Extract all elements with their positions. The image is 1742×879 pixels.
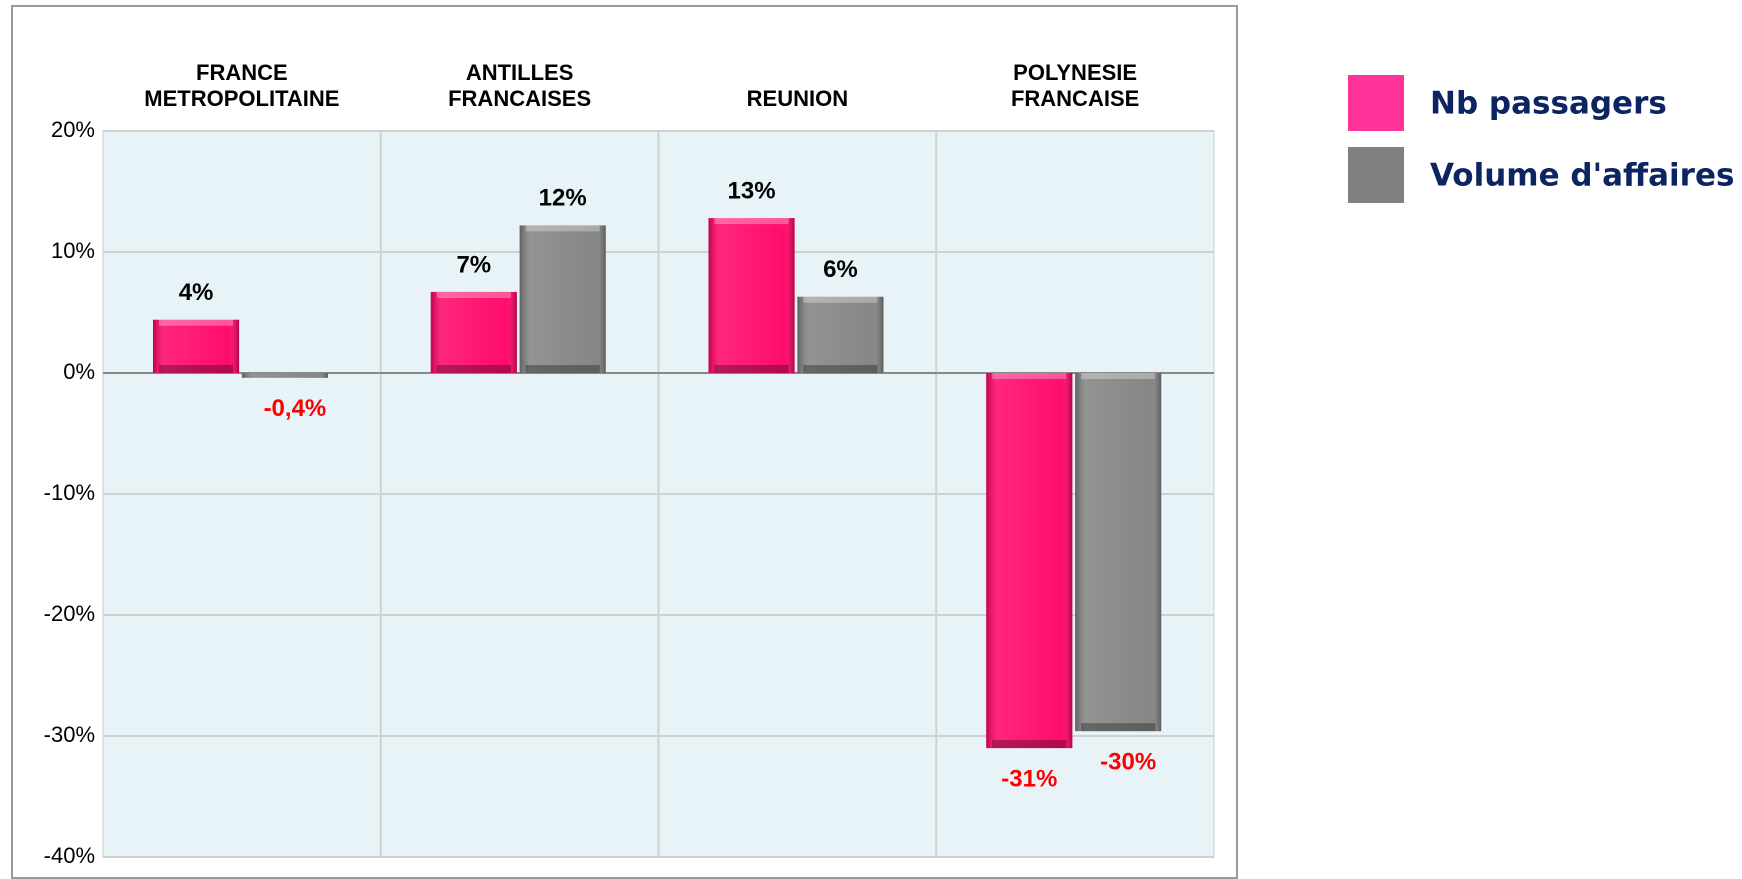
- bar-bottom-bevel: [436, 365, 511, 373]
- bar: [430, 291, 517, 373]
- value-label: -0,4%: [264, 395, 327, 422]
- bar: [1075, 373, 1162, 732]
- bar-top-bevel: [158, 319, 234, 326]
- bar: [241, 373, 328, 378]
- bar-top-bevel: [803, 296, 878, 303]
- value-label: -30%: [1100, 749, 1156, 776]
- x-tick-label: REUNION: [747, 86, 848, 111]
- legend-swatch: [1348, 75, 1404, 131]
- bar-bottom-bevel: [803, 365, 878, 373]
- bar-bevel: [519, 225, 606, 373]
- bar-bevel: [241, 373, 328, 378]
- bar-bottom-bevel: [158, 365, 234, 373]
- value-label: -31%: [1001, 765, 1057, 792]
- y-tick-label: 10%: [51, 238, 95, 263]
- value-label: 7%: [456, 251, 491, 278]
- value-label: 6%: [823, 256, 858, 283]
- y-tick-label: -30%: [44, 722, 95, 747]
- y-tick-label: -40%: [44, 843, 95, 868]
- bar-top-bevel: [525, 225, 600, 232]
- bar-bevel: [152, 319, 240, 373]
- bar-top-bevel: [1081, 373, 1156, 379]
- bar-top-bevel: [714, 218, 789, 225]
- bar-top-bevel: [992, 373, 1067, 379]
- x-tick-label: FRANCE METROPOLITAINE: [144, 60, 339, 111]
- bar-top-bevel: [436, 291, 511, 298]
- legend-label: Volume d'affaires: [1430, 158, 1734, 194]
- legend-swatch: [1348, 147, 1404, 203]
- bar-bottom-bevel: [525, 365, 600, 373]
- bar: [152, 319, 240, 373]
- bar-bevel: [1075, 373, 1162, 732]
- bar: [986, 373, 1073, 749]
- y-tick-label: 20%: [51, 117, 95, 142]
- bar-bottom-bevel: [992, 740, 1067, 749]
- bar-bottom-bevel: [714, 365, 789, 373]
- x-tick-label: ANTILLES FRANCAISES: [448, 60, 591, 111]
- bar: [708, 218, 795, 373]
- y-tick-label: -20%: [44, 601, 95, 626]
- x-tick-label: POLYNESIE FRANCAISE: [1011, 60, 1139, 111]
- y-tick-label: -10%: [44, 480, 95, 505]
- value-label: 4%: [179, 279, 214, 306]
- bar-bottom-bevel: [1081, 723, 1156, 732]
- bar-bevel: [708, 218, 795, 373]
- bar-bevel: [986, 373, 1073, 749]
- legend-label: Nb passagers: [1430, 86, 1667, 122]
- bar-bevel: [797, 296, 884, 373]
- bar: [519, 225, 606, 373]
- value-label: 12%: [539, 185, 587, 212]
- y-tick-label: 0%: [63, 359, 95, 384]
- bar: [797, 296, 884, 373]
- bar-bevel: [430, 291, 517, 373]
- value-label: 13%: [728, 177, 776, 204]
